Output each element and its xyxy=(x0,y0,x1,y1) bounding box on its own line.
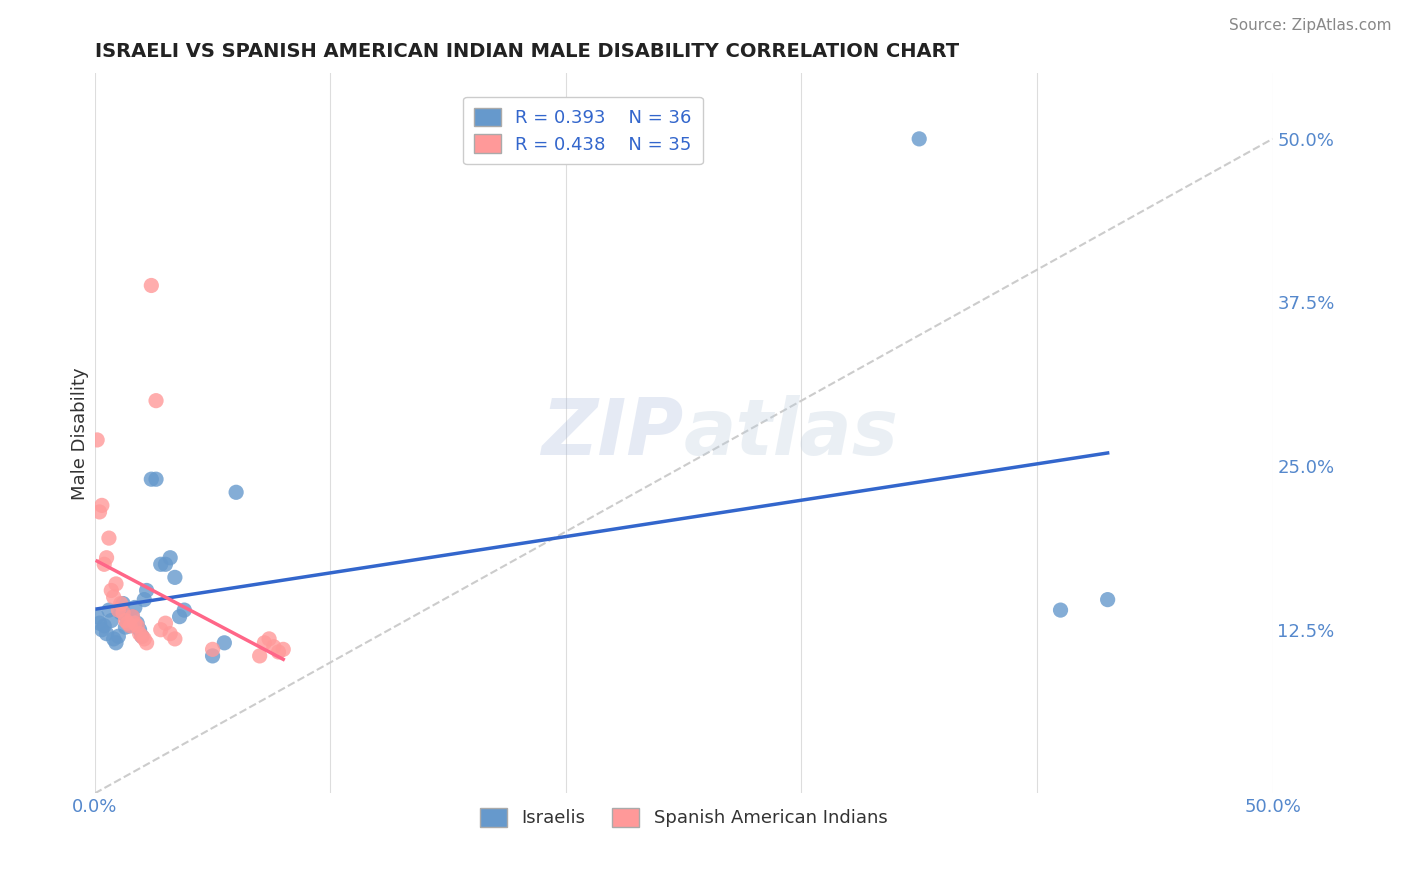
Point xyxy=(117,616,139,631)
Point xyxy=(225,485,247,500)
Point xyxy=(107,629,129,643)
Point xyxy=(155,616,177,631)
Point xyxy=(267,645,290,659)
Text: Source: ZipAtlas.com: Source: ZipAtlas.com xyxy=(1229,18,1392,33)
Point xyxy=(124,616,146,631)
Point xyxy=(120,619,142,633)
Point xyxy=(201,642,224,657)
Point xyxy=(135,583,157,598)
Point xyxy=(271,642,294,657)
Point xyxy=(96,626,118,640)
Point xyxy=(97,531,120,545)
Point xyxy=(93,619,115,633)
Point xyxy=(86,609,108,624)
Point xyxy=(155,558,177,572)
Point xyxy=(107,603,129,617)
Point xyxy=(163,570,186,584)
Point xyxy=(100,614,122,628)
Point xyxy=(104,636,127,650)
Point xyxy=(117,612,139,626)
Point xyxy=(90,499,112,513)
Point xyxy=(127,619,149,633)
Point xyxy=(124,600,146,615)
Point xyxy=(214,636,236,650)
Point xyxy=(253,636,276,650)
Y-axis label: Male Disability: Male Disability xyxy=(72,368,89,500)
Point xyxy=(145,472,167,486)
Point xyxy=(103,590,125,604)
Point xyxy=(149,558,172,572)
Point xyxy=(100,583,122,598)
Point xyxy=(1097,592,1119,607)
Point xyxy=(89,616,111,631)
Point xyxy=(135,636,157,650)
Point xyxy=(131,629,153,643)
Point xyxy=(110,597,132,611)
Point xyxy=(201,648,224,663)
Point xyxy=(141,278,163,293)
Point xyxy=(257,632,280,646)
Point xyxy=(159,550,181,565)
Point xyxy=(169,609,191,624)
Point xyxy=(93,558,115,572)
Point xyxy=(103,632,125,646)
Point xyxy=(89,505,111,519)
Point xyxy=(114,620,136,634)
Point xyxy=(128,626,150,640)
Point xyxy=(163,632,186,646)
Point xyxy=(121,609,143,624)
Point xyxy=(263,640,285,654)
Point xyxy=(131,629,153,643)
Text: ZIP: ZIP xyxy=(541,395,683,471)
Point xyxy=(104,577,127,591)
Point xyxy=(120,619,142,633)
Point xyxy=(110,606,132,620)
Text: atlas: atlas xyxy=(683,395,898,471)
Point xyxy=(86,433,108,447)
Text: ISRAELI VS SPANISH AMERICAN INDIAN MALE DISABILITY CORRELATION CHART: ISRAELI VS SPANISH AMERICAN INDIAN MALE … xyxy=(94,42,959,61)
Point xyxy=(90,623,112,637)
Point xyxy=(249,648,271,663)
Point xyxy=(149,623,172,637)
Point xyxy=(159,626,181,640)
Point xyxy=(141,472,163,486)
Point xyxy=(121,609,143,624)
Point xyxy=(134,592,156,607)
Point xyxy=(128,623,150,637)
Point xyxy=(173,603,195,617)
Point xyxy=(145,393,167,408)
Point xyxy=(96,550,118,565)
Point xyxy=(134,632,156,646)
Point xyxy=(1049,603,1071,617)
Point xyxy=(112,597,135,611)
Legend: Israelis, Spanish American Indians: Israelis, Spanish American Indians xyxy=(472,801,894,835)
Point xyxy=(112,606,135,620)
Point xyxy=(908,132,931,146)
Point xyxy=(127,616,149,631)
Point xyxy=(97,603,120,617)
Point xyxy=(114,614,136,628)
